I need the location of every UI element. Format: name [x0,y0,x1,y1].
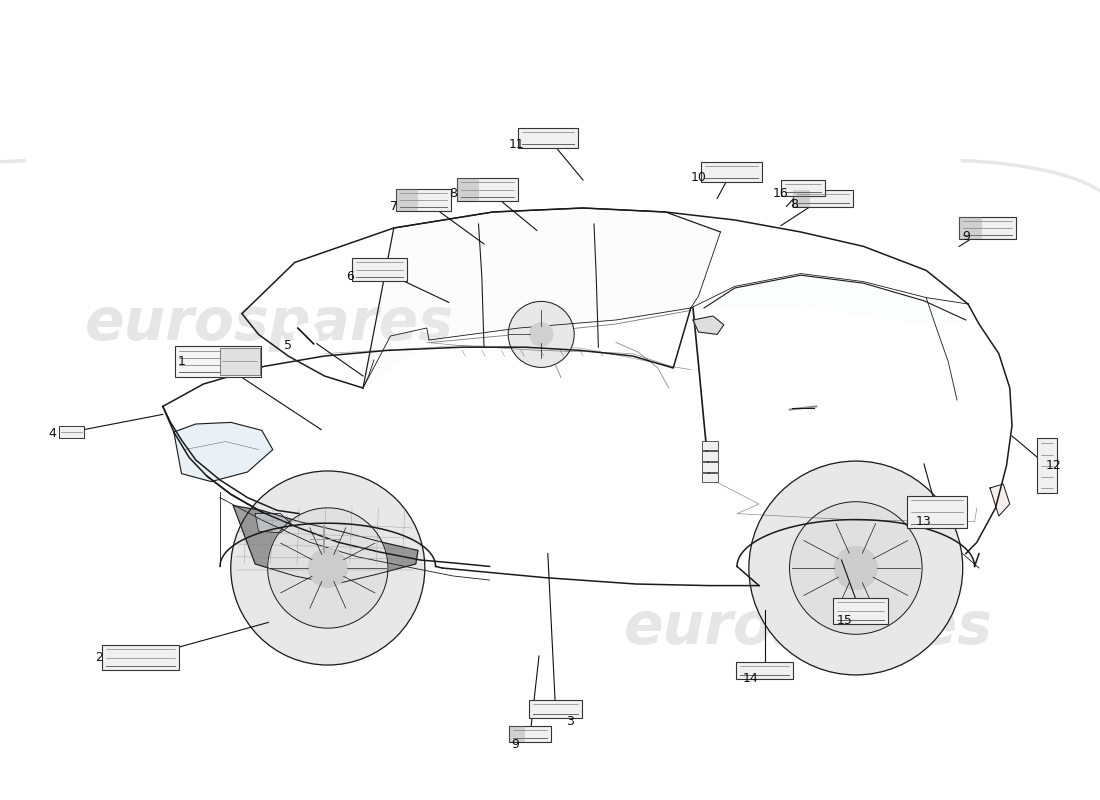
FancyBboxPatch shape [959,217,1016,239]
Polygon shape [990,484,1010,516]
Polygon shape [233,506,418,584]
FancyBboxPatch shape [906,496,968,528]
FancyBboxPatch shape [396,189,451,211]
Text: 1: 1 [177,355,186,368]
FancyBboxPatch shape [529,700,582,718]
Circle shape [267,508,388,628]
Text: eurospares: eurospares [85,295,454,353]
Text: 16: 16 [773,187,789,200]
FancyBboxPatch shape [702,462,718,472]
FancyBboxPatch shape [102,645,179,670]
Circle shape [530,323,552,346]
Text: 4: 4 [48,427,57,440]
FancyBboxPatch shape [702,473,718,482]
Text: 8: 8 [449,187,458,200]
Text: 11: 11 [509,138,525,150]
FancyBboxPatch shape [59,426,84,438]
FancyBboxPatch shape [509,726,551,742]
FancyBboxPatch shape [1037,438,1057,493]
FancyBboxPatch shape [702,441,718,450]
Text: 3: 3 [565,715,574,728]
Circle shape [231,471,425,665]
FancyBboxPatch shape [792,190,810,207]
Circle shape [294,324,318,348]
Polygon shape [693,316,724,334]
Circle shape [790,502,922,634]
Circle shape [835,546,877,590]
Text: 13: 13 [916,515,932,528]
FancyBboxPatch shape [702,162,761,182]
Circle shape [308,549,348,587]
Text: 9: 9 [961,230,970,242]
Polygon shape [363,208,720,388]
FancyBboxPatch shape [781,180,825,196]
Polygon shape [174,422,273,482]
Text: 5: 5 [284,339,293,352]
Text: 6: 6 [345,270,354,282]
FancyBboxPatch shape [736,662,793,679]
Circle shape [411,378,425,390]
FancyBboxPatch shape [792,190,854,207]
FancyBboxPatch shape [517,127,579,147]
Text: 14: 14 [742,672,758,685]
FancyBboxPatch shape [396,189,418,211]
Text: 10: 10 [691,171,706,184]
FancyBboxPatch shape [458,178,517,201]
FancyBboxPatch shape [352,258,407,281]
Circle shape [508,302,574,367]
FancyBboxPatch shape [959,217,981,239]
FancyBboxPatch shape [833,598,888,624]
Text: 9: 9 [510,738,519,750]
Text: 15: 15 [837,614,852,626]
FancyBboxPatch shape [458,178,480,201]
Text: 12: 12 [1046,459,1062,472]
FancyBboxPatch shape [220,349,260,374]
Polygon shape [255,514,292,533]
Text: 8: 8 [790,198,799,210]
Circle shape [749,461,962,675]
Text: eurospares: eurospares [624,599,993,657]
Polygon shape [704,275,966,323]
Text: 2: 2 [95,651,103,664]
FancyBboxPatch shape [509,726,526,742]
FancyBboxPatch shape [175,346,261,377]
FancyBboxPatch shape [702,451,718,461]
Text: 7: 7 [389,200,398,213]
